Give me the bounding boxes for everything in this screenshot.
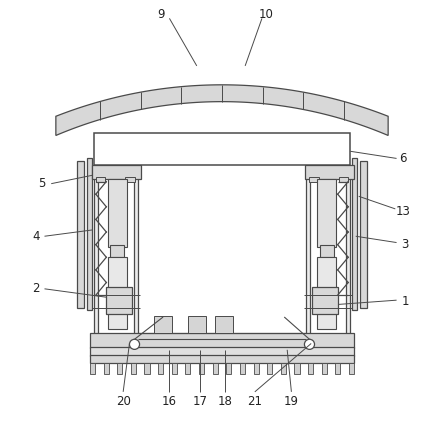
Text: 19: 19 bbox=[284, 395, 299, 408]
Text: 16: 16 bbox=[162, 395, 177, 408]
Bar bbox=[90, 355, 354, 363]
Bar bbox=[305, 165, 354, 179]
Bar bbox=[226, 363, 231, 374]
Bar bbox=[186, 363, 190, 374]
Bar bbox=[215, 316, 234, 333]
Text: 1: 1 bbox=[401, 295, 409, 308]
Bar bbox=[294, 363, 300, 374]
Bar bbox=[199, 363, 204, 374]
Bar bbox=[317, 179, 337, 247]
Text: 17: 17 bbox=[192, 395, 207, 408]
Bar bbox=[353, 158, 357, 310]
Bar bbox=[240, 363, 245, 374]
Bar bbox=[94, 165, 138, 341]
Bar bbox=[308, 363, 313, 374]
Polygon shape bbox=[56, 85, 388, 135]
Circle shape bbox=[305, 339, 314, 349]
Bar bbox=[107, 257, 127, 329]
Bar bbox=[154, 316, 172, 333]
Bar bbox=[106, 287, 131, 314]
Bar bbox=[313, 287, 338, 314]
Text: 3: 3 bbox=[401, 238, 408, 251]
Text: 21: 21 bbox=[247, 395, 262, 408]
Bar bbox=[110, 245, 124, 257]
Text: 9: 9 bbox=[157, 8, 165, 21]
Bar bbox=[317, 257, 337, 329]
Bar bbox=[90, 347, 354, 356]
Bar bbox=[107, 179, 127, 247]
Bar bbox=[96, 177, 105, 182]
Bar bbox=[90, 363, 95, 374]
Text: 4: 4 bbox=[32, 230, 40, 243]
Text: 6: 6 bbox=[399, 152, 407, 165]
Bar bbox=[144, 363, 150, 374]
Bar bbox=[117, 363, 122, 374]
Bar bbox=[310, 165, 346, 337]
Bar bbox=[172, 363, 177, 374]
Bar bbox=[77, 160, 84, 308]
Text: 18: 18 bbox=[218, 395, 232, 408]
Text: 5: 5 bbox=[38, 177, 46, 190]
Bar bbox=[281, 363, 286, 374]
Text: 2: 2 bbox=[32, 282, 40, 295]
Bar bbox=[213, 363, 218, 374]
Bar bbox=[320, 245, 334, 257]
Bar bbox=[187, 316, 206, 333]
Text: 13: 13 bbox=[396, 205, 410, 217]
Bar bbox=[103, 363, 109, 374]
Bar bbox=[309, 177, 319, 182]
Bar bbox=[87, 158, 91, 310]
Text: 10: 10 bbox=[259, 8, 274, 21]
Bar bbox=[322, 363, 327, 374]
Bar bbox=[306, 165, 350, 341]
Bar bbox=[158, 363, 163, 374]
Bar bbox=[254, 363, 258, 374]
Text: 20: 20 bbox=[116, 395, 131, 408]
Bar bbox=[335, 363, 341, 374]
Bar bbox=[90, 333, 354, 348]
Bar bbox=[94, 133, 350, 165]
Bar bbox=[131, 363, 136, 374]
Bar bbox=[360, 160, 367, 308]
Bar bbox=[267, 363, 272, 374]
Bar bbox=[98, 165, 134, 337]
Bar bbox=[349, 363, 354, 374]
Circle shape bbox=[130, 339, 139, 349]
Bar bbox=[125, 177, 135, 182]
Bar bbox=[339, 177, 348, 182]
Bar bbox=[92, 165, 141, 179]
